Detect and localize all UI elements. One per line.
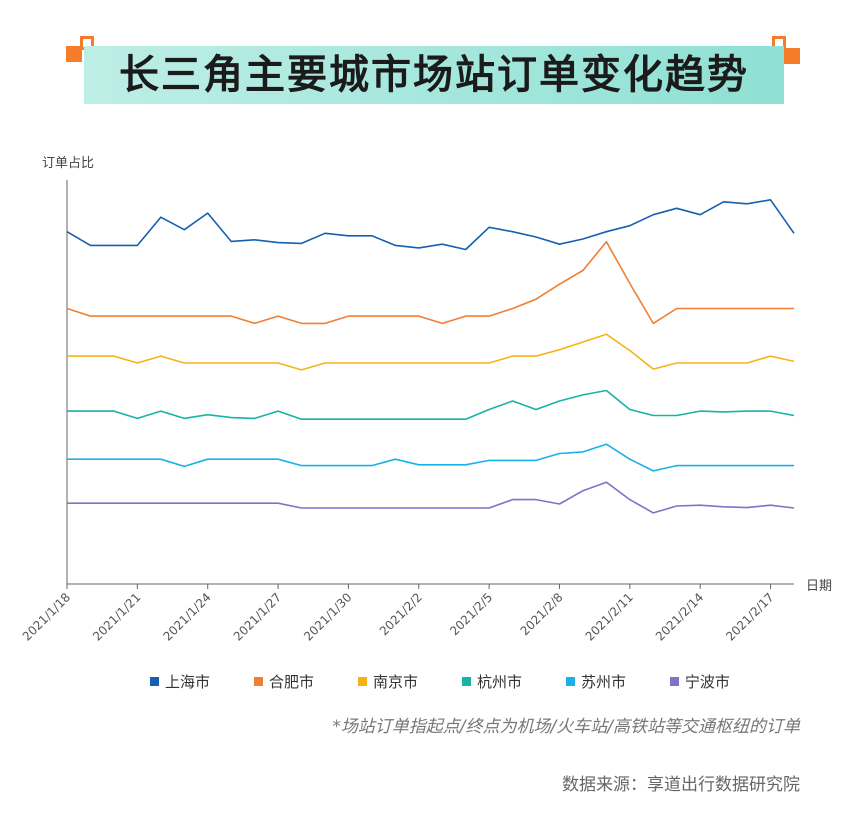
- x-tick-label: 2021/2/17: [723, 590, 776, 643]
- data-source: 数据来源：享道出行数据研究院: [562, 775, 800, 795]
- corner-square-top-right-2: [784, 48, 800, 64]
- legend-item-1: 合肥市: [253, 670, 314, 692]
- x-tick-label: 2021/2/2: [377, 590, 425, 638]
- series-line-4: [67, 443, 794, 472]
- legend-item-5: 宁波市: [669, 670, 730, 692]
- legend-label: 杭州市: [476, 672, 522, 691]
- x-tick-label: 2021/1/24: [160, 590, 213, 643]
- legend-swatch: [669, 676, 679, 686]
- y-axis-label: 订单占比: [42, 156, 95, 171]
- chart-legend: 上海市 合肥市 南京市 杭州市 苏州市 宁波市: [150, 670, 730, 692]
- legend-item-2: 南京市: [357, 670, 418, 692]
- legend-swatch: [461, 676, 471, 686]
- series-line-2: [67, 333, 795, 371]
- title-background: [84, 46, 784, 104]
- x-tick-label: 2021/1/21: [90, 590, 143, 643]
- legend-label: 南京市: [372, 672, 418, 691]
- chart-x-ticks: 2021/1/18 2021/1/21 2021/1/24 2021/1/27 2021…: [20, 584, 777, 644]
- legend-item-3: 杭州市: [461, 670, 522, 692]
- x-tick-label: 2021/1/18: [20, 590, 73, 643]
- x-tick-label: 2021/2/5: [447, 590, 495, 638]
- legend-swatch: [253, 676, 263, 686]
- x-tick-label: 2021/2/14: [653, 590, 706, 643]
- series-line-0: [66, 199, 795, 251]
- legend-swatch: [150, 676, 159, 686]
- series-line-5: [67, 481, 795, 514]
- x-tick-label: 2021/2/8: [518, 590, 566, 638]
- legend-label: 宁波市: [684, 672, 730, 691]
- x-tick-label: 2021/2/11: [583, 590, 636, 643]
- title-banner: 长三角主要城市场站订单变化趋势: [66, 36, 802, 106]
- legend-swatch: [565, 676, 575, 686]
- x-axis-label: 日期: [806, 579, 833, 594]
- series-line-1: [66, 241, 794, 325]
- legend-label: 合肥市: [268, 672, 314, 691]
- x-tick-label: 2021/1/30: [301, 590, 354, 643]
- legend-label: 苏州市: [580, 672, 626, 691]
- x-tick-label: 2021/1/27: [231, 590, 284, 643]
- chart-axes: [66, 180, 794, 585]
- chart-series: [66, 199, 795, 514]
- series-line-3: [67, 389, 795, 421]
- page-title: 长三角主要城市场站订单变化趋势: [119, 52, 749, 98]
- legend-item-0: 上海市: [150, 670, 210, 692]
- footnote: *场站订单指起点/终点为机场/火车站/高铁站等交通枢纽的订单: [332, 717, 800, 737]
- legend-item-4: 苏州市: [565, 670, 626, 692]
- corner-square-top-left-1: [66, 46, 82, 62]
- legend-label: 上海市: [165, 672, 211, 691]
- legend-swatch: [357, 676, 367, 686]
